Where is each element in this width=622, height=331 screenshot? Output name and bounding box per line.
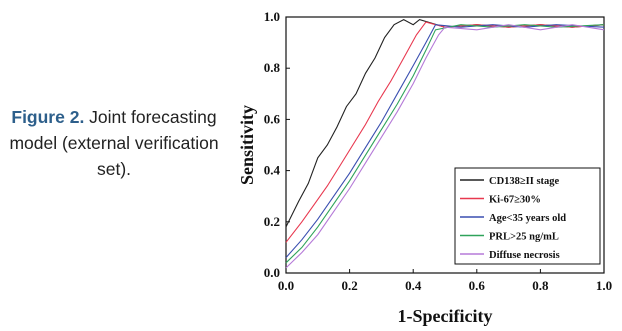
figure-caption: Figure 2. Joint forecasting model (exter… (0, 104, 228, 182)
legend-entry-label: Age<35 years old (489, 213, 566, 224)
y-tick-label: 0.4 (264, 163, 281, 178)
y-tick-label: 0.6 (264, 111, 281, 126)
figure-label: Figure 2. (11, 107, 85, 127)
x-tick-label: 0.4 (405, 278, 422, 293)
legend: CD138≥II stage Ki-67≥30% Age<35 years old P… (454, 167, 601, 265)
legend-box (454, 167, 601, 265)
x-tick-label: 0.8 (532, 278, 549, 293)
series-line-4 (285, 24, 605, 264)
x-tick-label: 0.2 (341, 278, 357, 293)
legend-entry-label: Ki-67≥30% (489, 195, 541, 206)
x-tick-label: 0.6 (469, 278, 486, 293)
legend-entry-label: CD138≥II stage (489, 176, 560, 187)
x-tick-label: 0.0 (278, 278, 294, 293)
y-tick-label: 0.8 (264, 60, 281, 75)
y-tick-label: 0.2 (264, 214, 280, 229)
y-tick-label: 0.0 (264, 265, 280, 280)
legend-entry-label: PRL>25 ng/mL (489, 232, 559, 243)
figure-caption-text: Joint forecasting model (external verifi… (9, 107, 219, 179)
plot-area (285, 16, 605, 274)
series-line-5 (285, 24, 605, 269)
x-tick-label: 1.0 (596, 278, 612, 293)
y-tick-label: 1.0 (264, 9, 280, 24)
y-axis-label: Sensitivity (237, 105, 257, 185)
legend-entry-label: Diffuse necrosis (489, 250, 560, 261)
x-axis-label: 1-Specificity (398, 306, 493, 326)
